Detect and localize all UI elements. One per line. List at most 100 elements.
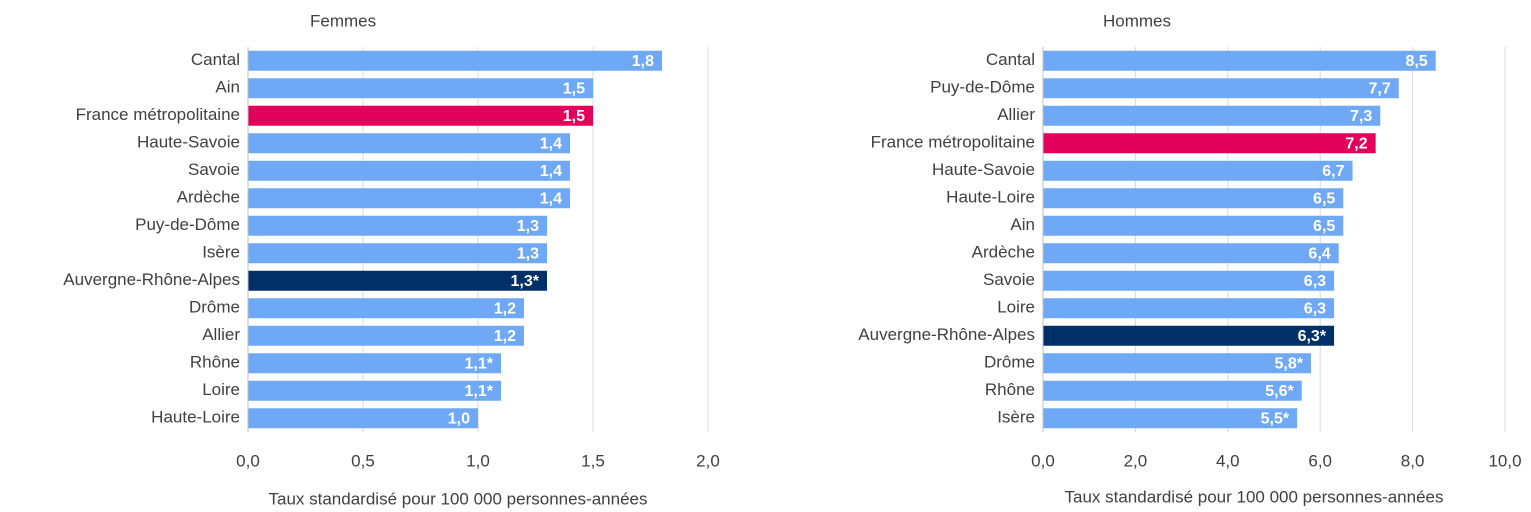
value-label: 6,7 — [1322, 163, 1344, 180]
x-tick-label: 2,0 — [696, 451, 720, 470]
x-tick-label: 8,0 — [1401, 451, 1425, 470]
value-label: 5,5* — [1261, 410, 1290, 427]
category-label: Haute-Savoie — [932, 160, 1035, 179]
bar — [1043, 353, 1311, 374]
x-tick-label: 10,0 — [1488, 451, 1521, 470]
bar — [248, 160, 570, 181]
value-label: 1,3 — [517, 218, 539, 235]
bar — [248, 325, 524, 346]
x-tick-label: 0,0 — [236, 451, 260, 470]
value-label: 1,4 — [540, 190, 562, 207]
x-tick-label: 4,0 — [1216, 451, 1240, 470]
chart-title: Femmes — [310, 11, 376, 30]
category-label: Cantal — [191, 50, 240, 69]
category-label: Ain — [215, 78, 240, 97]
bar — [248, 215, 547, 236]
category-label: Ardèche — [972, 243, 1035, 262]
category-label: Puy-de-Dôme — [135, 215, 240, 234]
category-label: Drôme — [984, 353, 1035, 372]
value-label: 6,3 — [1304, 273, 1326, 290]
bar — [1043, 243, 1339, 264]
bar — [1043, 160, 1353, 181]
value-label: 7,2 — [1345, 135, 1367, 152]
bar — [248, 133, 570, 154]
value-label: 6,3 — [1304, 300, 1326, 317]
x-tick-label: 6,0 — [1308, 451, 1332, 470]
value-label: 1,3 — [517, 245, 539, 262]
category-label: Allier — [997, 105, 1035, 124]
value-label: 1,2 — [494, 328, 516, 345]
category-label: Isère — [202, 243, 240, 262]
x-tick-label: 0,0 — [1031, 451, 1055, 470]
category-label: Loire — [202, 380, 240, 399]
x-axis-label: Taux standardisé pour 100 000 personnes-… — [1065, 487, 1444, 506]
bar — [248, 380, 501, 401]
bar — [1043, 188, 1344, 209]
category-label: Loire — [997, 298, 1035, 317]
bar — [1043, 408, 1298, 429]
value-label: 6,5 — [1313, 190, 1335, 207]
bar — [1043, 133, 1376, 154]
value-label: 5,6* — [1265, 383, 1294, 400]
bar — [1043, 105, 1381, 126]
value-label: 6,4 — [1308, 245, 1330, 262]
category-label: France métropolitaine — [871, 133, 1035, 152]
value-label: 7,7 — [1368, 80, 1390, 97]
bar — [1043, 380, 1302, 401]
value-label: 1,2 — [494, 300, 516, 317]
bar — [248, 408, 478, 429]
bar — [248, 78, 593, 99]
bar — [248, 105, 593, 126]
chart-title: Hommes — [1103, 11, 1171, 30]
bar — [1043, 215, 1344, 236]
bar — [248, 50, 662, 71]
category-label: Drôme — [189, 298, 240, 317]
value-label: 1,3* — [511, 273, 540, 290]
x-tick-label: 0,5 — [351, 451, 375, 470]
value-label: 7,3 — [1350, 108, 1372, 125]
category-label: Allier — [202, 325, 240, 344]
value-label: 6,5 — [1313, 218, 1335, 235]
value-label: 1,5 — [563, 108, 585, 125]
x-tick-label: 1,5 — [581, 451, 605, 470]
bar — [248, 188, 570, 209]
category-label: Savoie — [188, 160, 240, 179]
bar — [248, 298, 524, 319]
category-label: Ardèche — [177, 188, 240, 207]
value-label: 8,5 — [1405, 53, 1427, 70]
value-label: 1,8 — [632, 53, 654, 70]
value-label: 1,0 — [448, 410, 470, 427]
category-label: France métropolitaine — [76, 105, 240, 124]
category-label: Cantal — [986, 50, 1035, 69]
value-label: 1,1* — [465, 355, 494, 372]
category-label: Savoie — [983, 270, 1035, 289]
category-label: Ain — [1010, 215, 1035, 234]
category-label: Haute-Loire — [946, 188, 1035, 207]
category-label: Rhône — [985, 380, 1035, 399]
bar — [1043, 270, 1335, 291]
bar — [248, 353, 501, 374]
value-label: 5,8* — [1274, 355, 1303, 372]
bar — [1043, 298, 1335, 319]
value-label: 6,3* — [1298, 328, 1327, 345]
category-label: Auvergne-Rhône-Alpes — [858, 325, 1035, 344]
category-label: Haute-Savoie — [137, 133, 240, 152]
category-label: Rhône — [190, 353, 240, 372]
x-axis-label: Taux standardisé pour 100 000 personnes-… — [269, 489, 648, 508]
bar — [248, 270, 547, 291]
category-label: Puy-de-Dôme — [930, 78, 1035, 97]
value-label: 1,1* — [465, 383, 494, 400]
bar — [1043, 78, 1399, 99]
category-label: Haute-Loire — [151, 408, 240, 427]
value-label: 1,5 — [563, 80, 585, 97]
value-label: 1,4 — [540, 163, 562, 180]
x-tick-label: 2,0 — [1124, 451, 1148, 470]
category-label: Auvergne-Rhône-Alpes — [63, 270, 240, 289]
bar — [248, 243, 547, 264]
bar — [1043, 325, 1335, 346]
x-tick-label: 1,0 — [466, 451, 490, 470]
value-label: 1,4 — [540, 135, 562, 152]
category-label: Isère — [997, 408, 1035, 427]
bar — [1043, 50, 1436, 71]
